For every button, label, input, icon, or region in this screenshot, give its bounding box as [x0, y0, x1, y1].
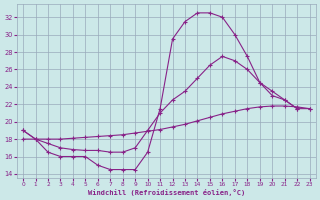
X-axis label: Windchill (Refroidissement éolien,°C): Windchill (Refroidissement éolien,°C)	[88, 189, 245, 196]
